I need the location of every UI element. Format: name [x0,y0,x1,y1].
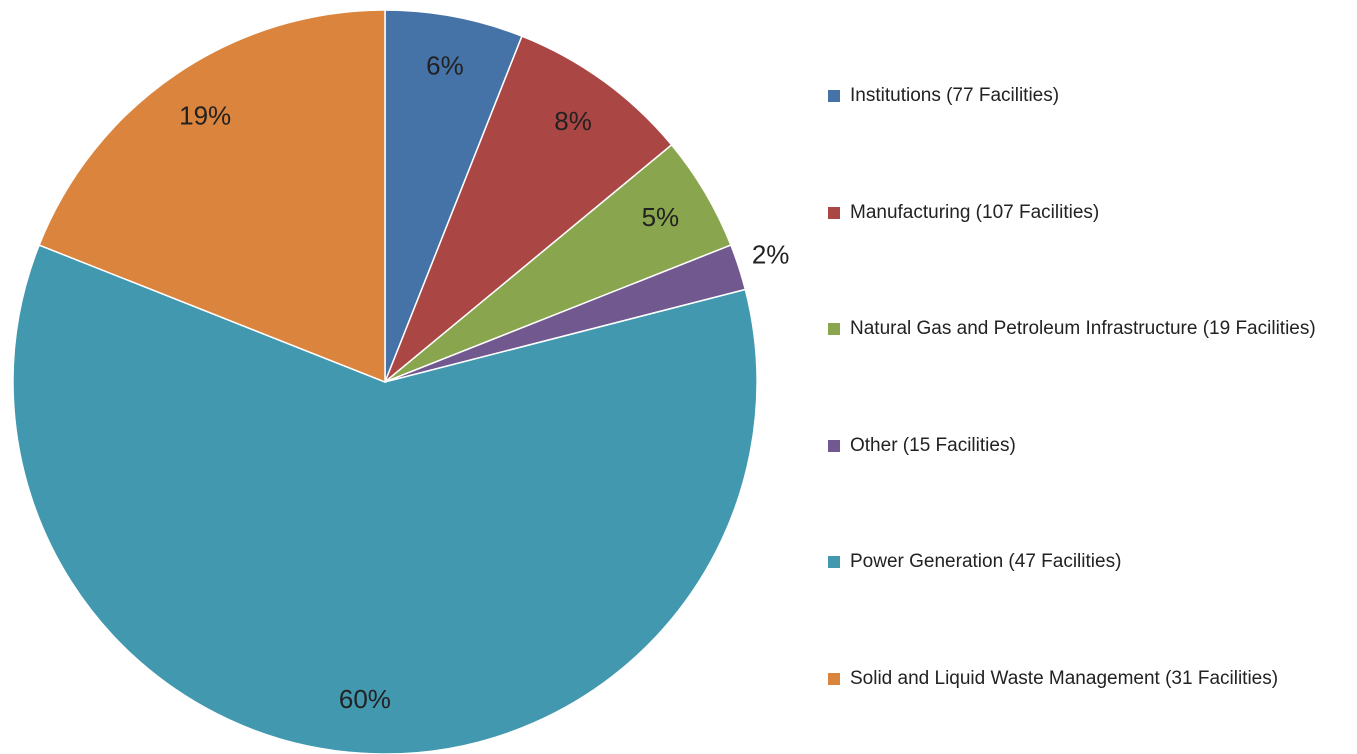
data-label: 60% [339,684,391,714]
pie-slice [384,9,523,383]
legend-label: Institutions (77 Facilities) [850,85,1060,106]
legend-item: Other (15 Facilities) [828,432,1348,549]
legend-label: Natural Gas and Petroleum Infrastructure… [850,318,1316,340]
data-label: 5% [642,202,680,232]
legend-swatch [828,206,840,219]
legend-label: Other (15 Facilities) [850,434,1016,456]
legend-swatch [828,323,840,336]
legend-item: Natural Gas and Petroleum Infrastructure… [828,315,1348,432]
legend-label: Solid and Liquid Waste Management (31 Fa… [850,667,1279,689]
data-label: 8% [554,106,592,136]
pie-slice [384,35,673,383]
data-label: 19% [179,100,231,130]
pie-slice [38,9,386,384]
legend-item: Power Generation (47 Facilities) [828,548,1348,665]
pie-slice [12,244,758,754]
legend: Institutions (77 Facilities) Manufacturin… [828,82,1348,754]
data-label: 6% [426,51,464,81]
legend-label: Power Generation (47 Facilities) [850,551,1122,573]
pie-area: 6% 8% 5% 2% 60% 19% [12,9,790,754]
legend-swatch [828,439,840,452]
data-label: 2% [752,240,790,270]
legend-item: Solid and Liquid Waste Management (31 Fa… [828,665,1348,754]
legend-swatch [828,556,840,569]
legend-label: Manufacturing (107 Facilities) [850,201,1100,223]
legend-swatch [828,90,840,102]
legend-item: Institutions (77 Facilities) [828,82,1348,199]
legend-item: Manufacturing (107 Facilities) [828,199,1348,316]
legend-swatch [828,672,840,685]
